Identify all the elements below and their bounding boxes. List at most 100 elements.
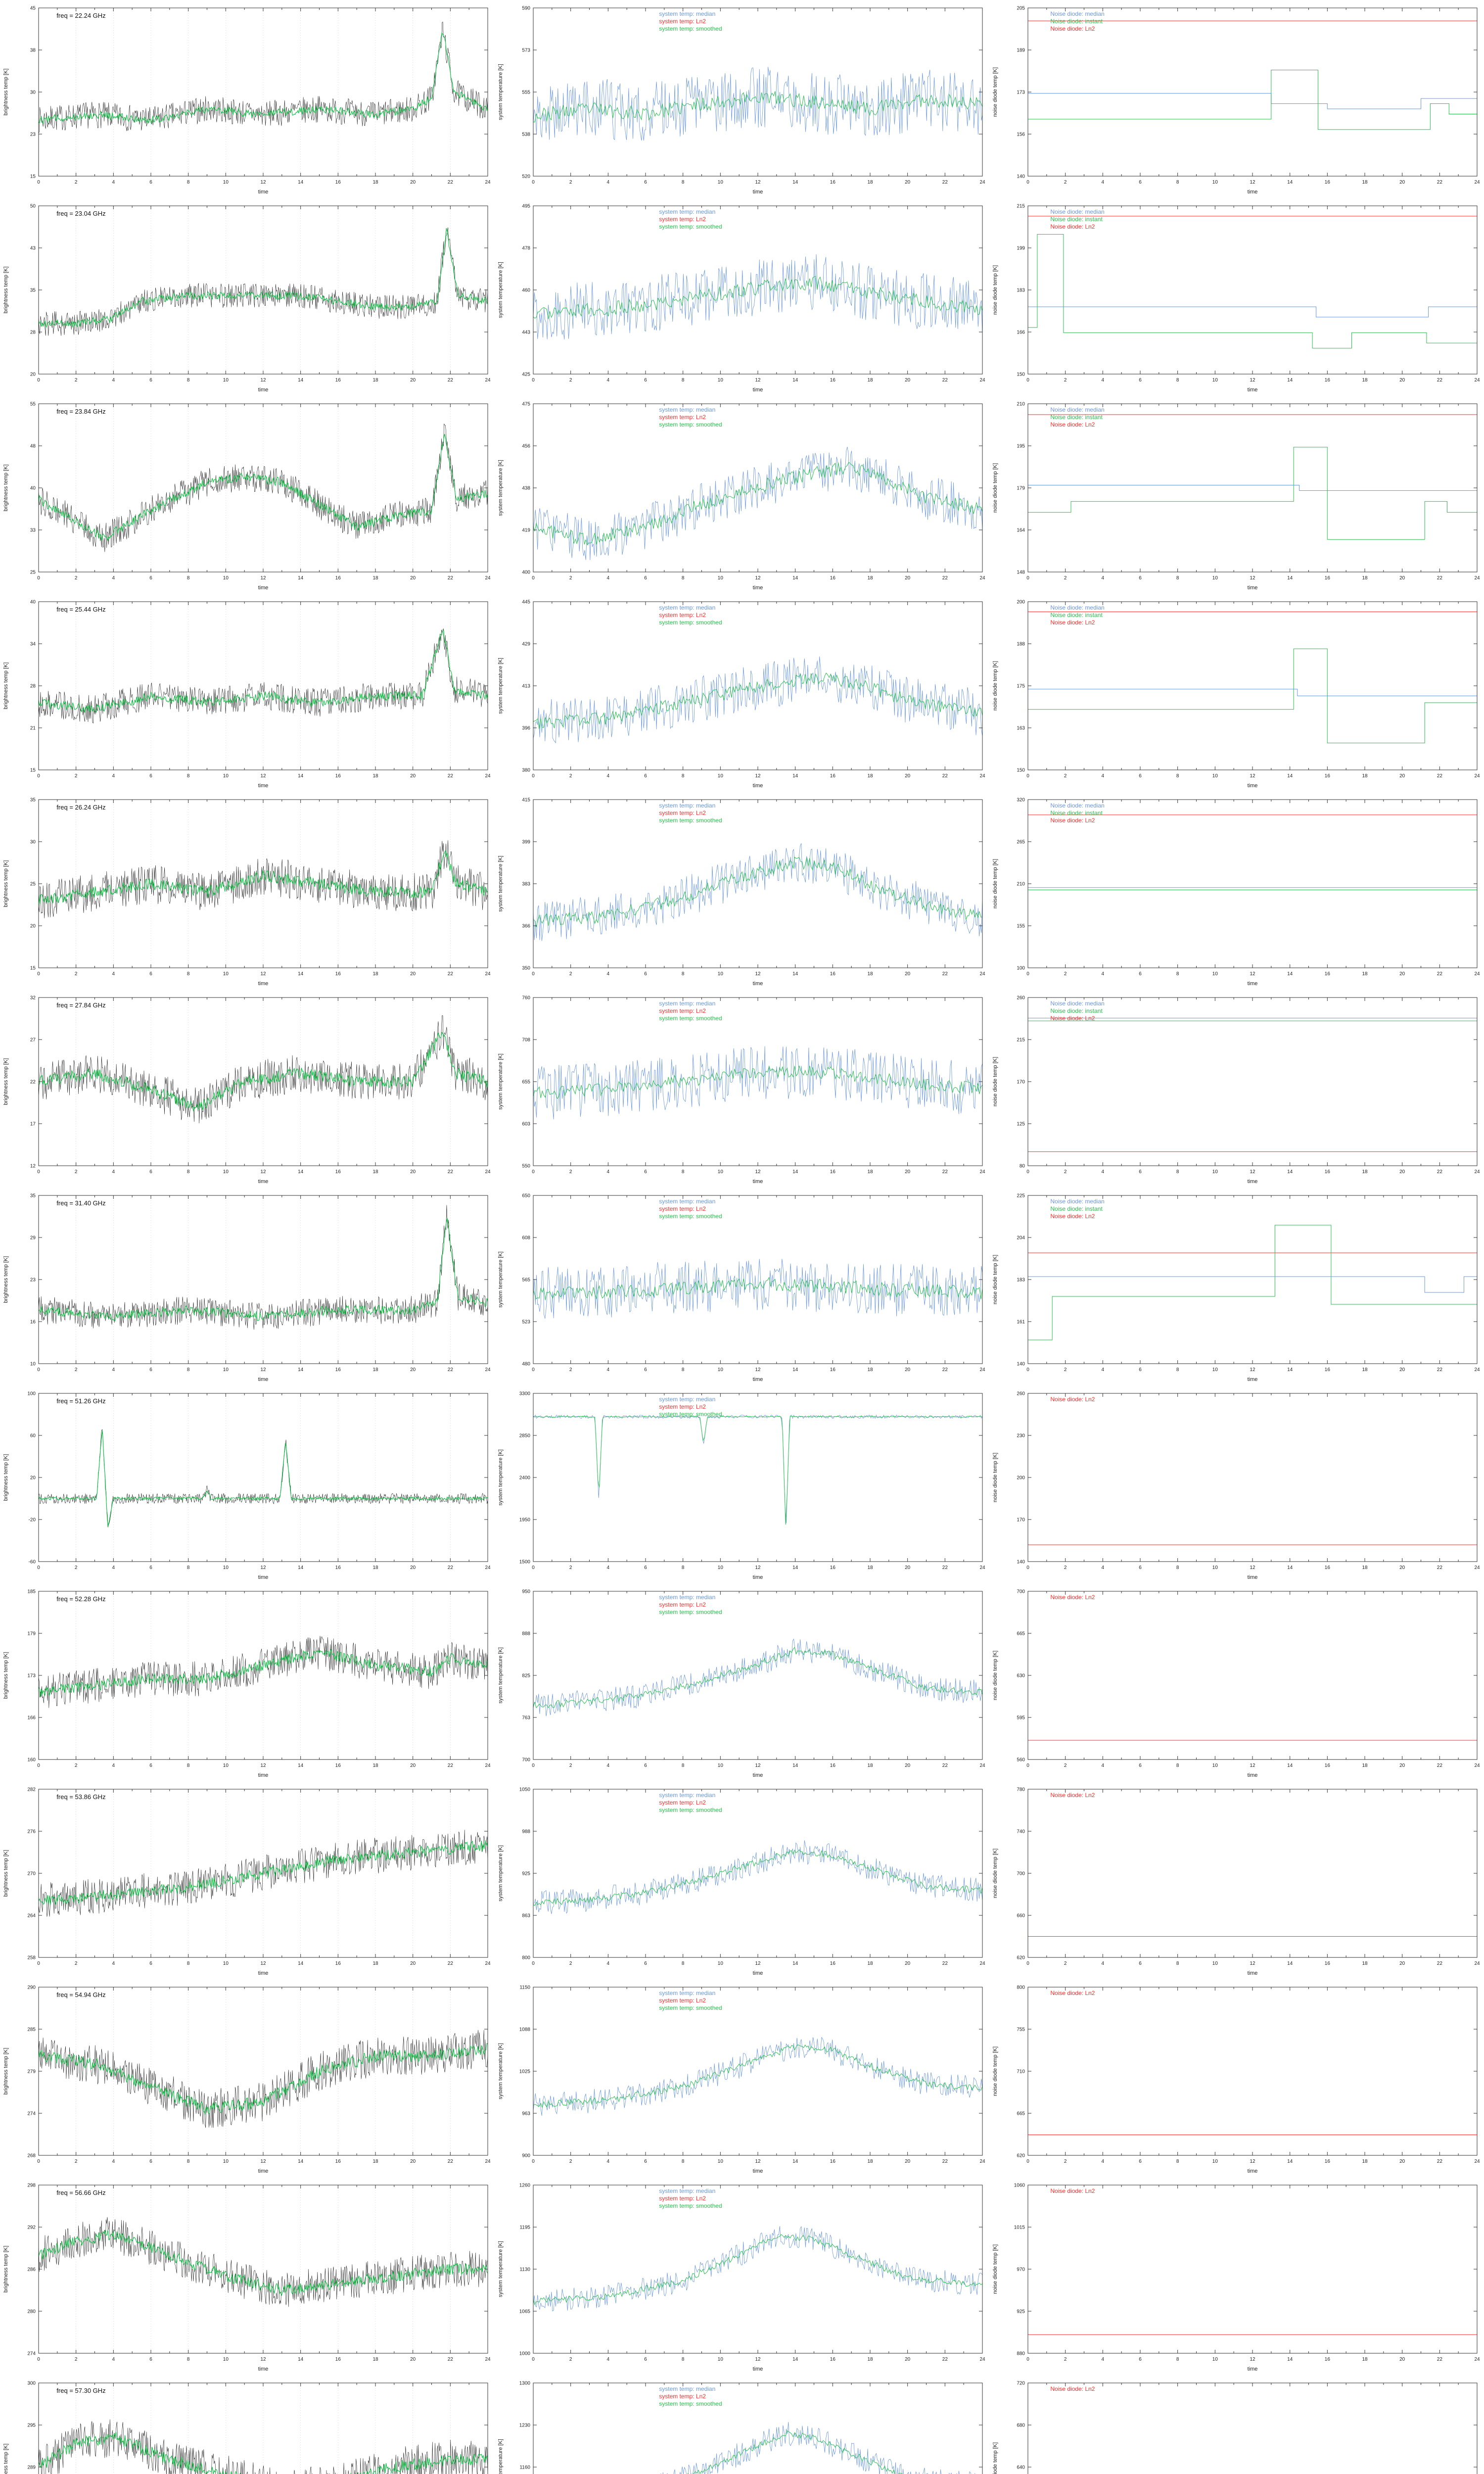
x-tick-label: 22: [448, 575, 454, 581]
x-axis-label: time: [258, 1772, 269, 1778]
x-tick-label: 14: [792, 1169, 798, 1175]
series-group: [533, 2037, 982, 2116]
legend-entry: system temp: Ln2: [659, 216, 706, 223]
x-axis-label: time: [258, 585, 269, 591]
series-tsys-smoothed: [533, 1416, 982, 1525]
x-tick-label: 2: [75, 1961, 78, 1966]
x-tick-label: 12: [260, 575, 266, 581]
x-tick-label: 2: [75, 1565, 78, 1570]
y-tick-label: 650: [522, 1193, 530, 1199]
x-tick-label: 24: [1474, 1367, 1480, 1373]
y-tick-label: 189: [1017, 48, 1025, 53]
series-group: [660, 2422, 975, 2474]
x-tick-label: 2: [569, 1367, 572, 1373]
x-tick-label: 10: [718, 1961, 724, 1966]
y-axis: 268 274 279 285 290: [27, 1985, 488, 2159]
series-group: [1028, 1225, 1477, 1340]
y-tick-label: 1000: [519, 2351, 531, 2357]
x-tick-label: 2: [569, 1961, 572, 1966]
x-tick-label: 0: [1026, 1961, 1029, 1966]
y-tick-label: 1230: [519, 2423, 531, 2428]
x-tick-label: 12: [755, 378, 761, 383]
y-axis: 1500 1950 2400 2850 3300: [519, 1391, 982, 1565]
x-tick-label: 2: [1064, 1367, 1067, 1373]
y-tick-label: 740: [1017, 1829, 1025, 1835]
y-tick-label: 495: [522, 204, 530, 209]
series-group: [39, 2030, 488, 2128]
legend-entry: system temp: Ln2: [659, 1007, 706, 1014]
x-tick-label: 12: [1250, 575, 1255, 581]
x-tick-label: 12: [1250, 1367, 1255, 1373]
y-tick-label: 28: [30, 330, 36, 335]
x-tick-label: 10: [223, 773, 229, 779]
series-group: [1028, 414, 1477, 540]
y-tick-label: 1300: [519, 2381, 531, 2386]
x-tick-label: 24: [485, 2159, 491, 2164]
y-tick-label: 590: [522, 6, 530, 11]
x-axis-label: time: [753, 2168, 763, 2174]
gridlines: [38, 2185, 488, 2353]
y-tick-label: 760: [522, 996, 530, 1001]
y-tick-label: 155: [1017, 924, 1025, 929]
x-tick-label: 14: [1287, 1565, 1293, 1570]
y-tick-label: 298: [27, 2183, 36, 2189]
panel-row7-tb: 0 2 4 6 8 10 12 14 16 18 20 22 24 10 16 23 29 35 brightnes…: [0, 1188, 495, 1385]
y-axis: 10201090116012301300: [519, 2381, 982, 2471]
tsys-chart: 0 2 4 6 8 10 12 14 16 18 20 22 241500195024002850330…: [498, 1391, 985, 1581]
x-tick-label: 20: [1399, 180, 1405, 185]
y-axis-label: system temperature [K]: [498, 1647, 504, 1704]
x-tick-label: 8: [682, 1169, 685, 1175]
x-tick-label: 20: [905, 378, 911, 383]
y-tick-label: 1500: [519, 1560, 531, 1565]
y-tick-label: 399: [522, 840, 530, 845]
x-tick-label: 2: [569, 1565, 572, 1570]
x-tick-label: 0: [37, 2159, 40, 2164]
y-axis-label: brightness temp [K]: [3, 1850, 9, 1897]
x-tick-label: 0: [37, 1367, 40, 1373]
x-tick-label: 18: [867, 2159, 873, 2164]
y-axis: 100 155 210 265 320: [1017, 798, 1477, 971]
x-tick-label: 0: [532, 1763, 535, 1768]
series-tb-raw: [39, 628, 488, 724]
y-axis-label: brightness temp [K]: [3, 1256, 9, 1303]
y-tick-label: 285: [27, 2027, 36, 2033]
x-tick-label: 0: [532, 2159, 535, 2164]
diode-chart: 0 2 4 6 8 10 12 14 16 18 20 22 24100155210265320nois…: [992, 798, 1480, 987]
y-tick-label: 179: [1017, 486, 1025, 491]
x-tick-label: 16: [335, 1565, 341, 1570]
series-tsys-median: [533, 1840, 982, 1914]
x-tick-label: 2: [1064, 1763, 1067, 1768]
x-tick-label: 8: [682, 971, 685, 977]
series-diode-median: [1028, 485, 1477, 491]
x-tick-label: 4: [607, 378, 610, 383]
x-tick-label: 6: [644, 2159, 647, 2164]
x-tick-label: 18: [1362, 2357, 1368, 2362]
y-axis: 425 443 460 478 495: [522, 204, 982, 378]
x-tick-label: 8: [682, 1763, 685, 1768]
legend-entry: system temp: median: [659, 1000, 715, 1007]
legend-entry: Noise diode: instant: [1050, 18, 1103, 25]
tsys-chart: 0 2 4 6 8 10 12 14 16 18 20 22 24425443460478495syst…: [498, 204, 985, 393]
x-tick-label: 20: [410, 1763, 416, 1768]
x-tick-label: 24: [979, 1367, 985, 1373]
x-tick-label: 14: [792, 1763, 798, 1768]
y-tick-label: 166: [27, 1715, 36, 1721]
series-tb-smoothed: [39, 228, 488, 328]
legend: Noise diode: Ln2: [1050, 2385, 1095, 2392]
y-tick-label: 50: [30, 204, 36, 209]
x-tick-label: 2: [75, 2357, 78, 2362]
legend-entry: Noise diode: median: [1050, 406, 1104, 413]
freq-label: freq = 54.94 GHz: [56, 1991, 105, 1998]
y-tick-label: 12: [30, 1164, 36, 1169]
panel-row13-tb: 024681012141618202224278284289295300brig…: [0, 2375, 495, 2474]
plot-frame: [1027, 2382, 1478, 2474]
x-axis-label: time: [1248, 1179, 1258, 1185]
y-axis-label: system temperature [K]: [498, 64, 504, 120]
x-tick-label: 6: [1139, 2357, 1142, 2362]
series-tsys-smoothed: [533, 2234, 982, 2305]
x-tick-label: 4: [1102, 2357, 1105, 2362]
x-tick-label: 20: [1399, 575, 1405, 581]
y-tick-label: 2400: [519, 1475, 531, 1481]
